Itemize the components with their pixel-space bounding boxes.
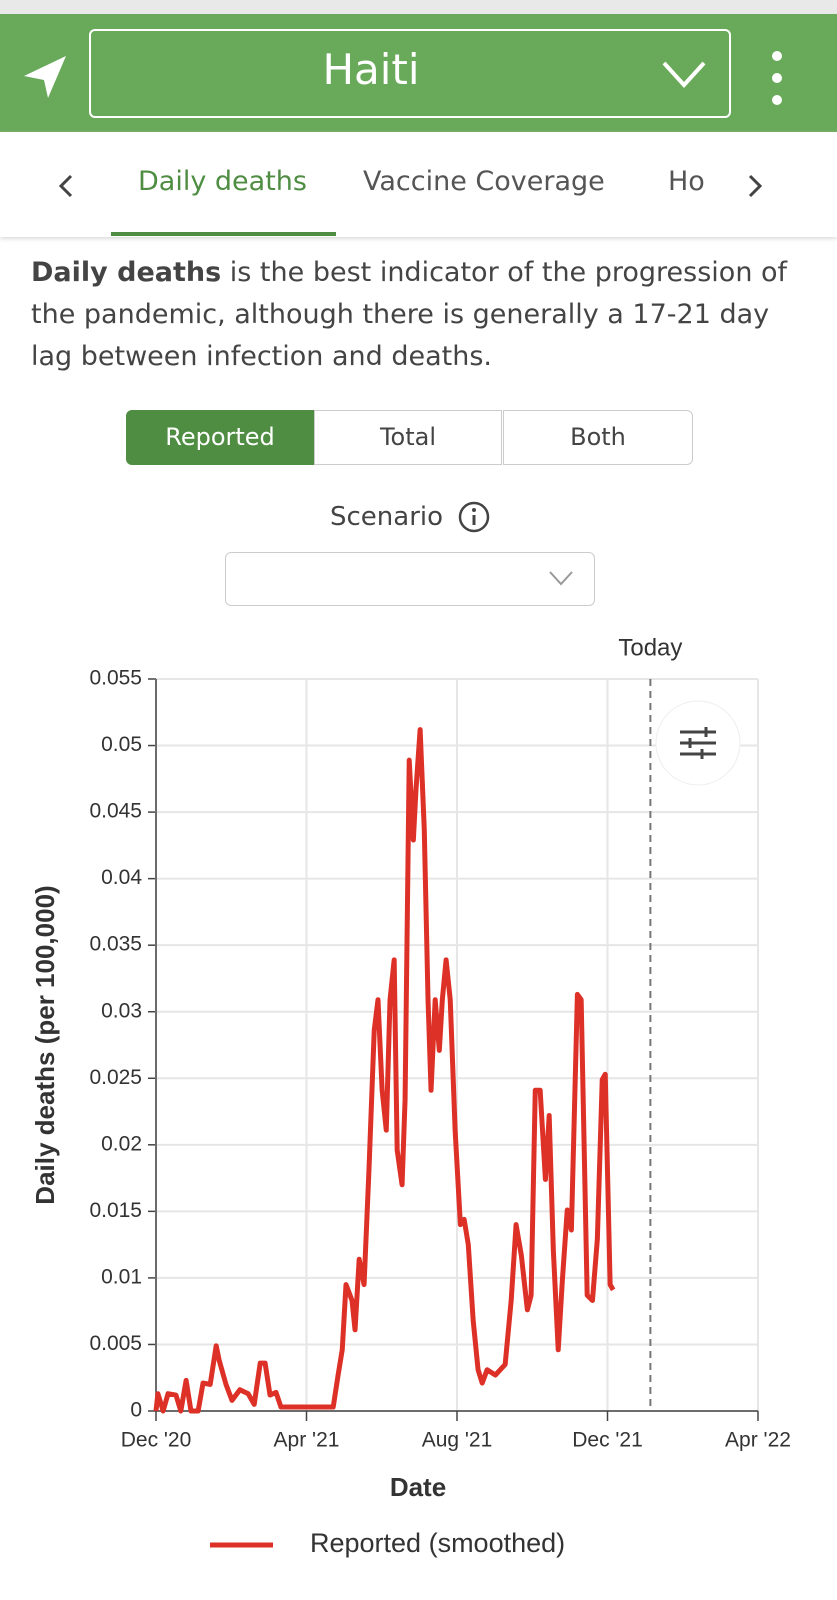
toggle-button[interactable]: Total xyxy=(314,410,502,465)
status-bar xyxy=(0,0,837,14)
y-tick-label: 0.04 xyxy=(101,866,142,889)
x-axis-title: Date xyxy=(390,1472,446,1502)
menu-icon[interactable] xyxy=(765,48,789,108)
y-tick-label: 0.055 xyxy=(89,667,142,690)
y-tick-label: 0.025 xyxy=(89,1066,142,1089)
tab-prev[interactable] xyxy=(55,172,77,200)
chart-settings-button[interactable] xyxy=(652,697,744,789)
toggle-button[interactable]: Reported xyxy=(126,410,314,465)
toggle-button[interactable]: Both xyxy=(503,410,693,465)
y-tick-label: 0 xyxy=(130,1399,142,1422)
info-icon[interactable] xyxy=(458,501,492,535)
select-chevron xyxy=(549,571,573,586)
today-label: Today xyxy=(618,634,682,661)
country-name: Haiti xyxy=(322,45,420,94)
y-tick-label: 0.01 xyxy=(101,1265,142,1288)
x-tick-label: Apr '21 xyxy=(274,1429,340,1452)
y-tick-label: 0.035 xyxy=(89,933,142,956)
description: Daily deaths is the best indicator of th… xyxy=(31,252,801,378)
description-text: is the best indicator of the progression… xyxy=(31,257,788,372)
scenario-label: Scenario xyxy=(330,502,444,532)
tab-next[interactable] xyxy=(744,172,766,200)
scenario-select[interactable] xyxy=(225,552,595,606)
y-tick-label: 0.015 xyxy=(89,1199,142,1222)
x-tick-label: Aug '21 xyxy=(422,1429,493,1452)
tab-bar: Daily deaths Vaccine Coverage Ho xyxy=(0,132,837,237)
tab[interactable]: Vaccine Coverage xyxy=(363,166,605,197)
country-select[interactable]: Haiti xyxy=(89,29,731,118)
x-tick-label: Dec '21 xyxy=(572,1429,643,1452)
description-bold: Daily deaths xyxy=(31,257,222,288)
x-tick-label: Dec '20 xyxy=(121,1429,192,1452)
x-tick-label: Apr '22 xyxy=(725,1429,791,1452)
legend-label: Reported (smoothed) xyxy=(310,1528,565,1558)
y-tick-label: 0.005 xyxy=(89,1332,142,1355)
app-header: Haiti xyxy=(0,14,837,132)
y-tick-label: 0.045 xyxy=(89,800,142,823)
tab[interactable]: Ho xyxy=(668,166,705,197)
y-tick-label: 0.03 xyxy=(101,999,142,1022)
location-icon[interactable] xyxy=(20,52,70,102)
tab[interactable]: Daily deaths xyxy=(138,166,307,197)
data-line xyxy=(153,727,616,1414)
dropdown-chevron xyxy=(662,61,706,88)
tab-underline xyxy=(111,232,336,236)
y-axis-title: Daily deaths (per 100,000) xyxy=(30,885,60,1204)
y-tick-label: 0.05 xyxy=(101,733,142,756)
y-tick-label: 0.02 xyxy=(101,1132,142,1155)
